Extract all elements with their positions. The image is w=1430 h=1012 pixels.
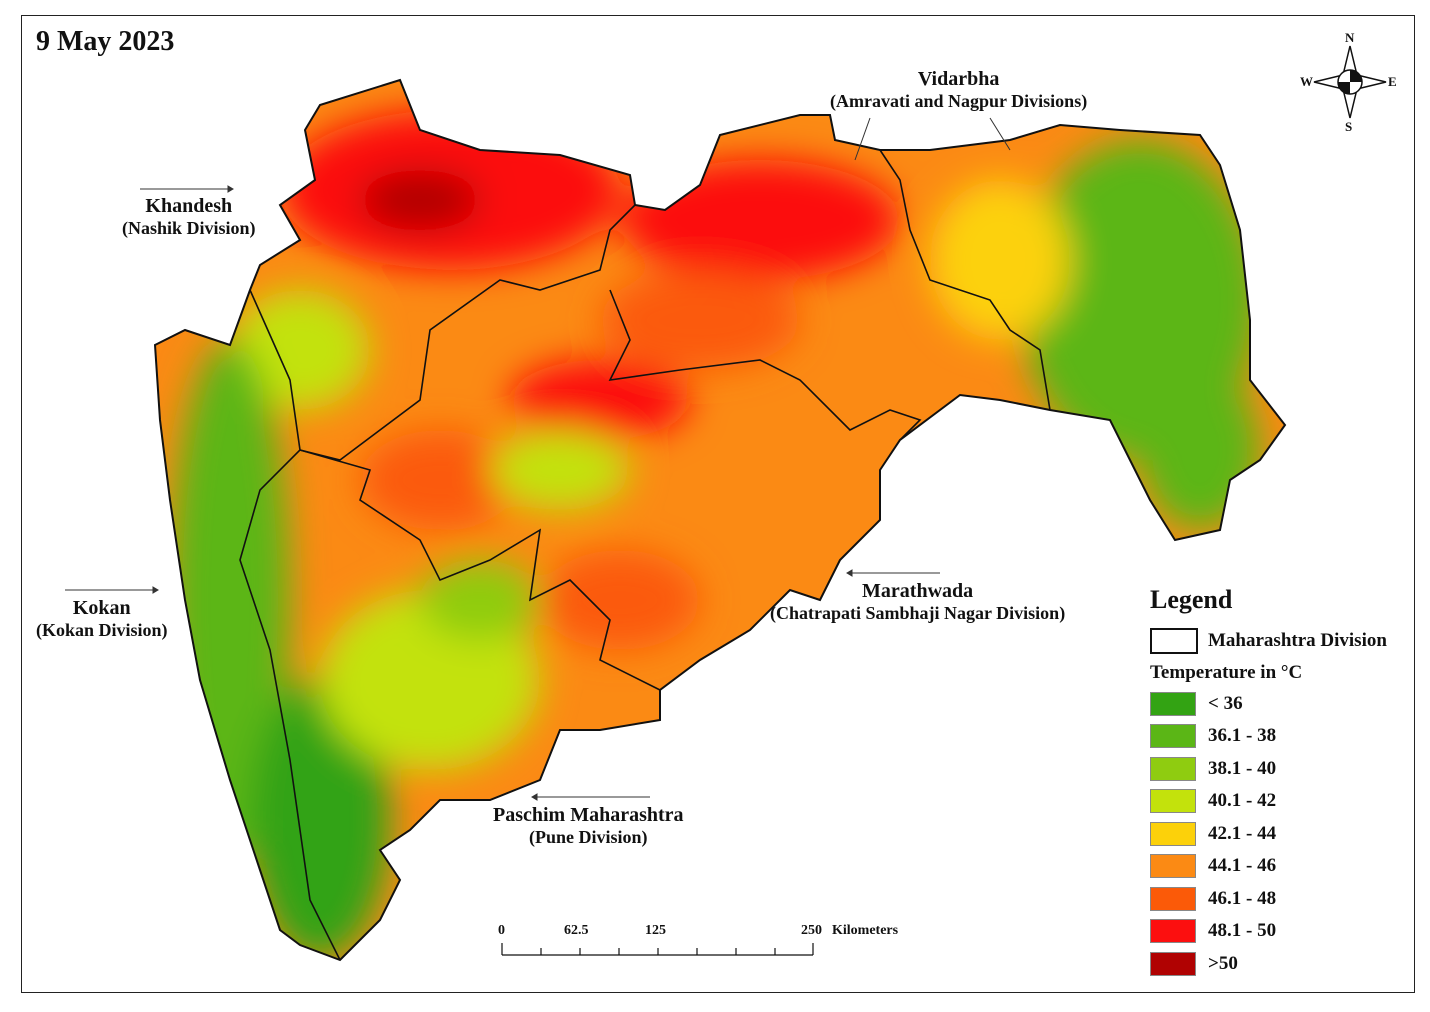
region-name: Kokan (72, 597, 131, 619)
boundary-label: Maharashtra Division (1208, 630, 1387, 652)
region-label-vidarbha: Vidarbha (Amravati and Nagpur Divisions) (830, 68, 1087, 112)
region-sub: (Kokan Division) (36, 620, 168, 640)
scale-tick-250: 250 (801, 923, 822, 938)
compass-icon (1313, 45, 1387, 119)
region-name: Khandesh (145, 195, 233, 217)
legend-class-label: 44.1 - 46 (1208, 855, 1277, 877)
legend-class: 38.1 - 40 (1150, 753, 1387, 786)
division-boundaries (239, 149, 1051, 961)
legend-class: 42.1 - 44 (1150, 818, 1387, 851)
legend-class: 46.1 - 48 (1150, 883, 1387, 916)
scale-tick-125: 125 (645, 923, 666, 938)
legend-boundary: Maharashtra Division (1150, 625, 1387, 658)
region-sub: (Chatrapati Sambhaji Nagar Division) (770, 603, 1066, 623)
region-label-paschim: Paschim Maharashtra (Pune Division) (493, 804, 684, 848)
region-name: Vidarbha (917, 68, 1000, 90)
legend-title: Legend (1150, 585, 1233, 614)
legend-class-label: 46.1 - 48 (1208, 887, 1277, 909)
scale-tick-62: 62.5 (564, 923, 589, 938)
legend-swatch (1150, 821, 1196, 846)
region-label-kokan: Kokan (Kokan Division) (36, 597, 168, 641)
scale-unit: Kilometers (832, 923, 899, 938)
legend-class-label: 38.1 - 40 (1208, 757, 1277, 779)
legend-class-label: >50 (1208, 952, 1238, 974)
map-date: 9 May 2023 (36, 26, 175, 57)
scale-tick-0: 0 (498, 923, 505, 938)
map-frame (21, 15, 1415, 993)
region-sub: (Pune Division) (529, 827, 648, 847)
legend-class-label: < 36 (1208, 692, 1243, 714)
legend-class-label: 36.1 - 38 (1208, 725, 1277, 747)
legend-swatch (1150, 691, 1196, 716)
legend-swatch (1150, 756, 1196, 781)
legend-swatch (1150, 886, 1196, 911)
legend-swatch (1150, 724, 1196, 749)
region-label-khandesh: Khandesh (Nashik Division) (122, 195, 256, 239)
legend-class-label: 42.1 - 44 (1208, 822, 1277, 844)
legend-class: < 36 (1150, 688, 1387, 721)
region-arrows (65, 117, 1011, 801)
legend-class-label: 48.1 - 50 (1208, 920, 1277, 942)
region-sub: (Nashik Division) (122, 218, 256, 238)
legend-class: >50 (1150, 948, 1387, 981)
compass-east: E (1388, 74, 1397, 89)
region-name: Paschim Maharashtra (493, 804, 684, 826)
legend: Legend Maharashtra Division Temperature … (1150, 585, 1387, 980)
compass-west: W (1300, 74, 1313, 89)
region-name: Marathwada (862, 580, 974, 602)
region-sub: (Amravati and Nagpur Divisions) (830, 91, 1088, 111)
legend-class: 44.1 - 46 (1150, 850, 1387, 883)
legend-swatch (1150, 919, 1196, 944)
legend-swatch (1150, 789, 1196, 814)
legend-class-label: 40.1 - 42 (1208, 790, 1277, 812)
compass-south: S (1345, 119, 1353, 134)
scale-bar (501, 943, 814, 956)
legend-class: 40.1 - 42 (1150, 785, 1387, 818)
legend-class: 36.1 - 38 (1150, 720, 1387, 753)
compass-north: N (1345, 30, 1355, 45)
legend-class: 48.1 - 50 (1150, 915, 1387, 948)
temperature-title: Temperature in °C (1150, 661, 1303, 683)
boundary-swatch (1150, 628, 1198, 655)
legend-swatch (1150, 951, 1196, 976)
legend-swatch (1150, 854, 1196, 879)
region-label-marathwada: Marathwada (Chatrapati Sambhaji Nagar Di… (770, 580, 1065, 624)
